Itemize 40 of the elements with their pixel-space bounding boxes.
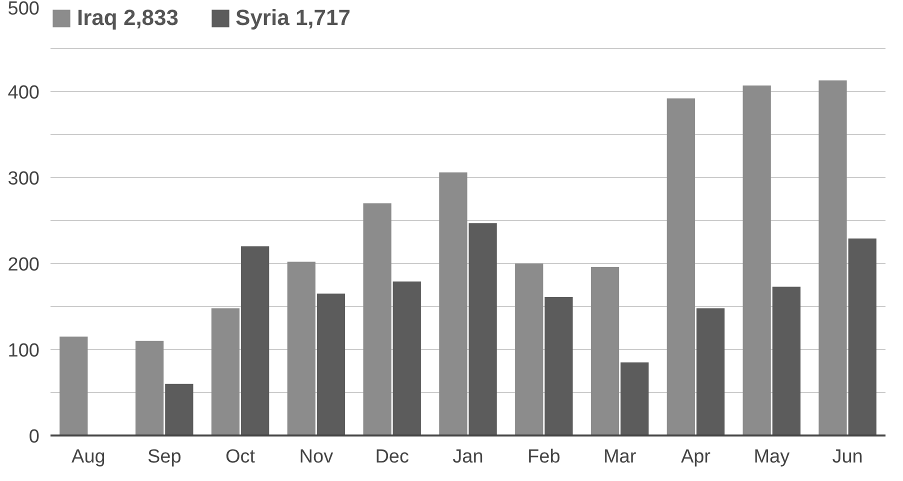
bar (241, 246, 270, 436)
x-tick-label: Apr (680, 446, 712, 468)
y-tick-label: 500 (8, 0, 40, 20)
bar (316, 294, 346, 436)
x-tick-label: Sep (147, 446, 182, 468)
bar (439, 172, 468, 436)
legend-label: Iraq 2,833 (77, 5, 179, 31)
y-tick-label: 300 (8, 168, 40, 190)
x-tick-label: Nov (299, 446, 334, 468)
bar (590, 266, 620, 436)
bar (363, 203, 392, 436)
x-tick-label: Jan (452, 446, 484, 468)
bar (287, 262, 316, 436)
bar (60, 336, 88, 436)
bar (165, 384, 194, 436)
bar (211, 308, 240, 436)
x-tick-label: May (754, 446, 790, 468)
bar (468, 223, 497, 436)
legend-label: Syria 1,717 (236, 5, 350, 31)
bar (666, 98, 695, 436)
x-tick-label: Feb (528, 446, 560, 468)
bar (848, 238, 876, 436)
bar (544, 297, 573, 436)
bar (772, 286, 800, 436)
bar (696, 308, 725, 436)
bar (742, 85, 771, 436)
x-tick-label: Mar (603, 446, 637, 468)
y-tick-label: 0 (28, 426, 40, 448)
x-tick-label: Dec (375, 446, 409, 468)
y-tick-label: 200 (8, 254, 40, 276)
y-tick-label: 100 (8, 340, 40, 362)
bar (620, 362, 649, 436)
x-tick-label: Aug (72, 446, 106, 468)
y-tick-label: 400 (8, 82, 40, 104)
bar (818, 80, 847, 436)
bar (136, 340, 164, 436)
x-tick-label: Oct (225, 446, 256, 468)
bar (392, 282, 421, 436)
x-tick-label: Jun (832, 446, 863, 468)
bar (515, 264, 544, 436)
